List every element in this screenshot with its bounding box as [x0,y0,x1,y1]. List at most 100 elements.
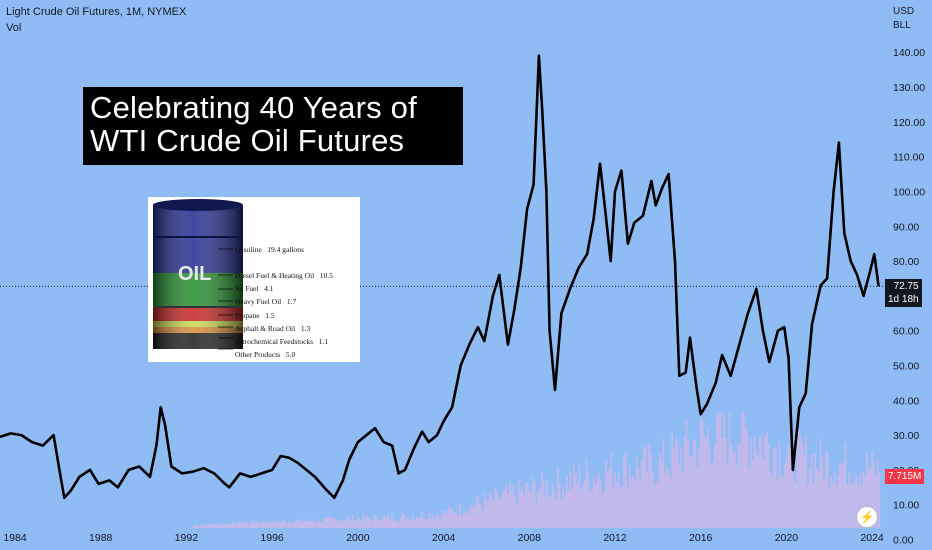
volume-bar [512,484,515,528]
volume-bar [239,521,241,528]
volume-bar [866,453,868,528]
volume-bar [778,442,781,528]
volume-bar [451,509,454,528]
y-tick-label: 90.00 [893,221,919,233]
volume-bar [828,487,831,528]
volume-bar [707,430,709,528]
y-tick-label: 30.00 [893,430,919,442]
volume-bar [633,479,636,528]
y-tick-label: 140.00 [893,47,925,59]
volume-bar [775,450,777,528]
volume-bar [721,438,723,528]
volume-bar [675,438,677,528]
item-gasoline: Gasoline 19.4 gallons [235,245,304,254]
volume-bar [285,523,288,528]
volume-bar [462,514,465,528]
volume-bar [591,488,593,528]
volume-bar [466,510,468,528]
volume-bar [728,413,731,528]
volume-bar [533,482,536,528]
volume-bar [416,517,418,528]
volume-bar [376,519,379,528]
volume-bar [671,433,673,528]
volume-bar [350,520,352,528]
volume-bar [246,522,248,528]
volume-bar [435,514,438,528]
volume-bar [541,471,543,528]
volume-bar [717,417,720,528]
volume-bar [630,477,632,528]
volume-bar [560,499,563,528]
volume-bar [301,521,304,528]
volume-bar [335,519,338,528]
volume-bar [826,451,829,528]
volume-bar [383,515,386,528]
volume-bar [192,525,195,528]
volume-bar [441,510,443,528]
volume-bar [232,521,234,528]
item-diesel: Diesel Fuel & Heating Oil 10.5 [235,271,333,280]
volume-bar [596,477,598,528]
volume-bar [333,518,336,528]
volume-bar [625,451,627,528]
volume-bar [812,483,815,528]
volume-bar [500,497,502,528]
volume-bar [210,524,213,528]
x-tick-label: 2020 [775,532,799,544]
volume-bar [551,483,554,528]
volume-bar [237,523,240,528]
volume-bar [442,513,445,528]
volume-bar [878,472,881,528]
volume-bar [248,523,250,528]
volume-bar [485,498,488,528]
volume-bar [687,440,690,528]
volume-bar [378,521,381,528]
y-tick-label: 60.00 [893,326,919,338]
volume-bar [842,462,845,528]
volume-bar [550,495,552,528]
volume-bar [233,521,236,528]
volume-bar [517,479,520,528]
volume-bar [478,503,481,528]
last-price-tag: 72.75 1d 18h [885,279,922,308]
volume-bar [375,514,377,528]
volume-bar [339,520,341,528]
volume-bar [537,492,540,528]
volume-bar [228,524,231,528]
volume-bar [205,523,207,528]
volume-bar [592,475,595,528]
volume-bar [696,467,698,528]
volume-bar [528,489,531,528]
y-tick-label: 50.00 [893,361,919,373]
volume-bar [692,440,695,528]
volume-bar [853,482,856,528]
y-tick-label: 10.00 [893,500,919,512]
volume-bar [873,462,875,528]
volume-bar [482,510,484,528]
time-axis-ticks: 1984 1988 1992 1996 2000 2004 2008 2012 2016 2020… [3,532,884,544]
y-tick-label: 120.00 [893,117,925,129]
volume-bar [448,506,450,528]
volume-bar [344,519,347,528]
volume-bar [857,485,859,528]
volume-bar [851,482,854,528]
volume-bar [519,490,522,528]
volume-bar [437,514,440,528]
volume-value-tag: 7.715M [885,469,925,484]
volume-bar [844,442,847,528]
volume-bar [576,482,579,528]
volume-bar [657,483,659,528]
volume-bar [526,482,529,528]
banner-line-2: WTI Crude Oil Futures [90,123,405,158]
volume-bar [755,449,757,528]
volume-bar [226,523,229,528]
volume-bar [569,471,572,528]
volume-bar [312,521,315,528]
flash-icon[interactable]: ⚡ [856,506,878,528]
volume-bar [832,482,834,528]
volume-bar [562,486,565,528]
volume-bar [230,525,232,528]
volume-bar [430,518,432,528]
volume-bar [810,453,813,528]
